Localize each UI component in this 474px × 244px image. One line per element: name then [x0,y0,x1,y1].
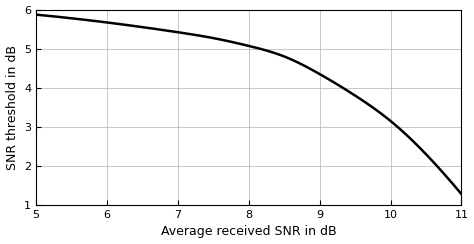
X-axis label: Average received SNR in dB: Average received SNR in dB [161,225,337,238]
Y-axis label: SNR threshold in dB: SNR threshold in dB [6,45,18,170]
